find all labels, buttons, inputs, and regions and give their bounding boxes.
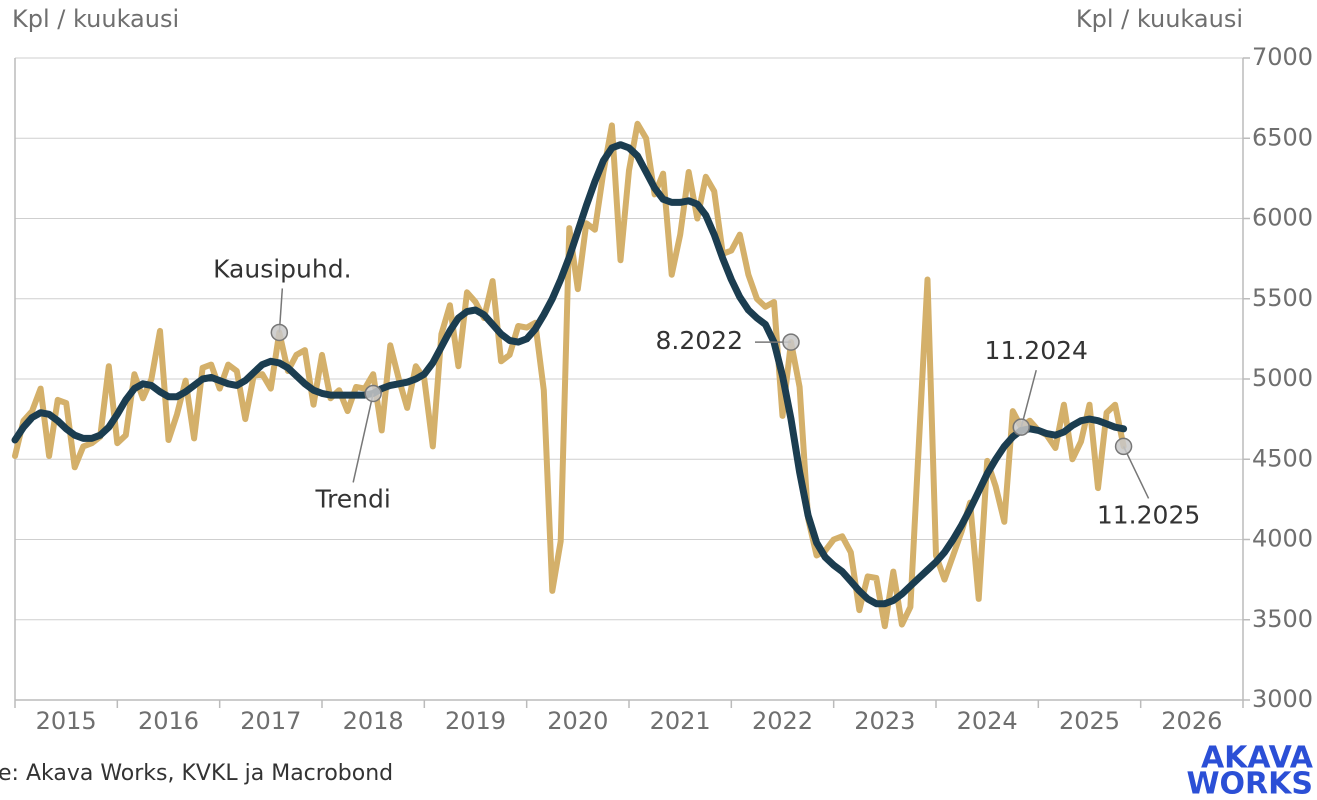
x-tick-label: 2018 <box>343 707 404 735</box>
y-tick-label: 6000 <box>1252 204 1313 232</box>
annotation-label: 11.2024 <box>985 336 1088 365</box>
annotation-label: 11.2025 <box>1097 500 1200 529</box>
x-tick-label: 2022 <box>752 707 813 735</box>
source: e: Akava Works, KVKL ja Macrobond <box>0 761 393 786</box>
y-axis-label-right: Kpl / kuukausi <box>1076 5 1243 33</box>
x-tick-label: 2021 <box>650 707 711 735</box>
x-tick-label: 2016 <box>138 707 199 735</box>
y-tick-label: 6500 <box>1252 123 1313 151</box>
y-axis-label-left: Kpl / kuukausi <box>12 5 179 33</box>
y-tick-label: 4500 <box>1252 444 1313 472</box>
annotation-label: Kausipuhd. <box>213 254 351 283</box>
y-tick-label: 5000 <box>1252 364 1313 392</box>
y-tick-label: 5500 <box>1252 284 1313 312</box>
annotation-marker <box>1114 437 1133 456</box>
y-tick-label: 4000 <box>1252 525 1313 553</box>
logo-line: AKAVA <box>1201 741 1314 776</box>
x-tick-label: 2019 <box>445 707 506 735</box>
series-line <box>11 141 1128 608</box>
x-tick-label: 2026 <box>1161 707 1222 735</box>
series-line <box>12 120 1127 630</box>
annotation-label: Trendi <box>314 484 390 513</box>
x-tick-label: 2023 <box>854 707 915 735</box>
y-tick-label: 3500 <box>1252 605 1313 633</box>
annotation-marker <box>270 323 289 342</box>
annotation-leader <box>352 393 374 483</box>
annotation-leader <box>1020 369 1037 428</box>
x-tick-label: 2015 <box>36 707 97 735</box>
annotation-marker <box>364 384 382 403</box>
annotation-marker <box>1012 418 1030 436</box>
annotation-leader <box>1122 446 1150 499</box>
annotation-marker <box>782 333 800 351</box>
y-tick-label: 3000 <box>1252 685 1313 713</box>
x-tick-label: 2017 <box>240 707 301 735</box>
x-tick-label: 2025 <box>1059 707 1120 735</box>
y-tick-label: 7000 <box>1252 43 1313 71</box>
x-tick-label: 2020 <box>547 707 608 735</box>
logo-line: WORKS <box>1186 767 1313 800</box>
annotation-label: 8.2022 <box>656 326 743 355</box>
x-tick-label: 2024 <box>957 707 1018 735</box>
